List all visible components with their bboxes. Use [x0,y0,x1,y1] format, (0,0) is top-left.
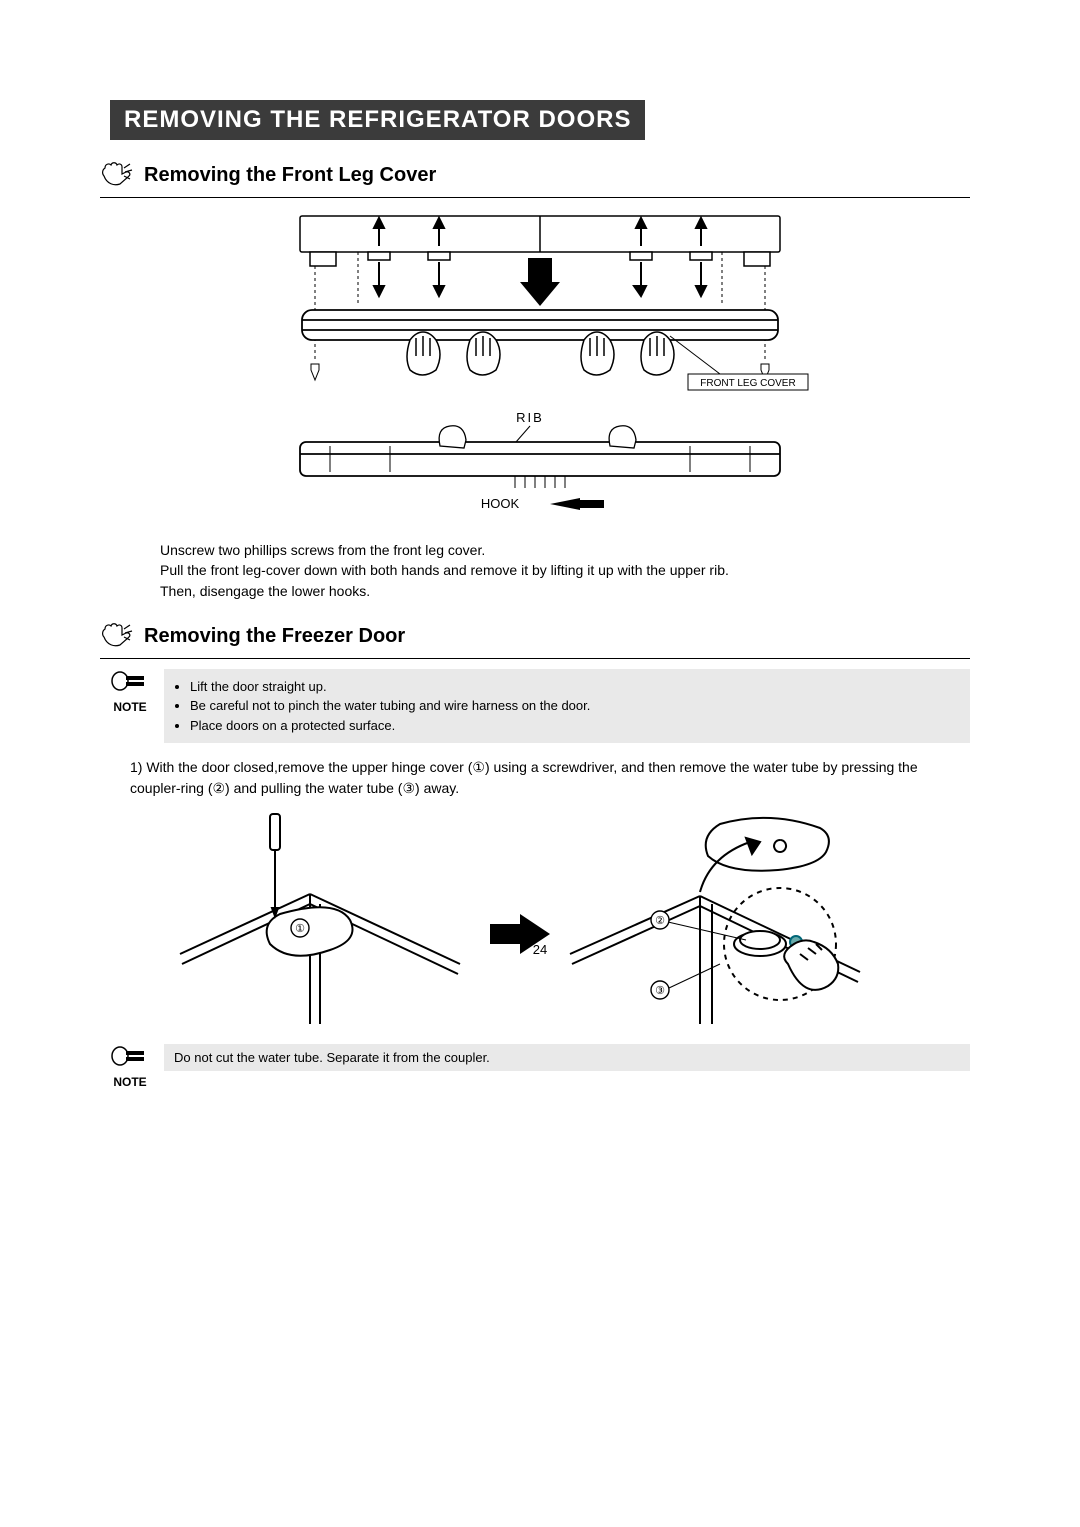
note-block: NOTE Do not cut the water tube. Separate… [110,1044,970,1089]
label-hook: HOOK [481,496,520,511]
note-icon [110,680,150,697]
note-block: NOTE Lift the door straight up. Be caref… [110,669,970,744]
label-rib: RIB [516,410,544,425]
callout-2: ② [655,915,665,927]
callout-3: ③ [655,985,665,997]
note-label: NOTE [110,700,150,714]
note-item: Lift the door straight up. [190,677,958,697]
note-item: Be careful not to pinch the water tubing… [190,696,958,716]
note-icon [110,1055,150,1072]
page-title: REMOVING THE REFRIGERATOR DOORS [110,100,645,140]
callout-1: ① [295,923,305,935]
section-title: Removing the Front Leg Cover [144,164,436,187]
section1-body: Unscrew two phillips screws from the fro… [160,540,950,601]
figure-front-leg-cover: FRONT LEG COVER RIB [110,206,970,526]
section-header: Removing the Freezer Door [100,619,970,659]
note-item: Place doors on a protected surface. [190,716,958,736]
section-freezer-door: Removing the Freezer Door NOTE Lift the … [110,619,970,1089]
hand-pointer-icon [100,619,134,654]
section-front-leg-cover: Removing the Front Leg Cover [110,158,970,601]
hand-pointer-icon [100,158,134,193]
manual-page: REMOVING THE REFRIGERATOR DOORS Removing… [0,0,1080,1527]
note-content: Lift the door straight up. Be careful no… [164,669,970,744]
section-header: Removing the Front Leg Cover [100,158,970,198]
section2-step1: 1) With the door closed,remove the upper… [130,757,950,798]
note-label: NOTE [110,1075,150,1089]
label-front-leg-cover: FRONT LEG COVER [700,378,795,389]
section-title: Removing the Freezer Door [144,625,405,648]
note-content: Do not cut the water tube. Separate it f… [164,1044,970,1071]
page-number: 24 [0,942,1080,957]
figure-freezer-door: ① [110,804,970,1034]
